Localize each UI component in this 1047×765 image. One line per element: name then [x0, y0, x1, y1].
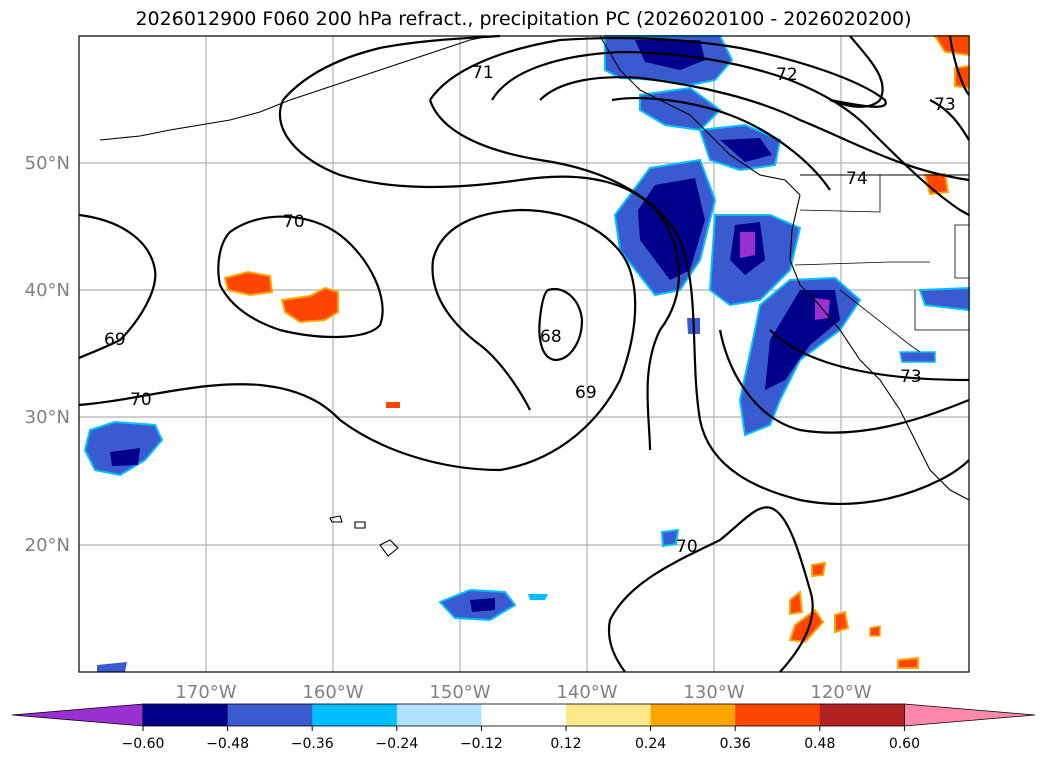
colorbar-tick-label: −0.60	[122, 736, 165, 752]
contour-label: 70	[283, 212, 305, 232]
lon-tick: 170°W	[175, 682, 236, 703]
colorbar-tick-label: 0.12	[550, 736, 581, 752]
precip-negative-areas	[83, 35, 970, 672]
lon-tick: 120°W	[810, 682, 871, 703]
refractivity-contours	[78, 34, 970, 673]
colorbar-segment	[143, 704, 229, 726]
contour-label: 72	[776, 65, 798, 85]
map-background	[79, 36, 969, 672]
colorbar-outline	[142, 703, 905, 727]
contour-label: 69	[575, 383, 597, 403]
colorbar-segment	[650, 704, 736, 726]
colorbar-tick-label: 0.36	[720, 736, 751, 752]
coastlines	[99, 35, 970, 557]
colorbar-segment	[481, 704, 567, 726]
contour-label: 73	[934, 95, 956, 115]
colorbar-tick-label: 0.60	[889, 736, 920, 752]
contour-label: 71	[472, 63, 494, 83]
longitude-ticks: 170°W 160°W 150°W 140°W 130°W 120°W	[175, 682, 871, 703]
gridlines	[79, 36, 969, 672]
colorbar-tick-label: 0.48	[804, 736, 835, 752]
latitude-ticks: 50°N 40°N 30°N 20°N	[25, 153, 70, 556]
contour-label: 73	[900, 367, 922, 387]
colorbar-segment	[396, 704, 482, 726]
colorbar-segment	[735, 704, 821, 726]
colorbar-segment	[227, 704, 313, 726]
colorbar-extend-low	[11, 703, 144, 727]
lat-tick: 40°N	[25, 280, 70, 301]
colorbar-tick-label: −0.48	[206, 736, 249, 752]
colorbar-extend-high	[904, 703, 1036, 727]
map-title: 2026012900 F060 200 hPa refract., precip…	[135, 8, 912, 30]
lat-tick: 20°N	[25, 535, 70, 556]
lat-tick: 50°N	[25, 153, 70, 174]
colorbar: −0.60 −0.48 −0.36 −0.24 −0.12 0.12 0.24 0.36 0.4…	[11, 703, 1036, 752]
colorbar-segment	[819, 704, 905, 726]
lon-tick: 150°W	[429, 682, 490, 703]
contour-label: 70	[130, 390, 152, 410]
lon-tick: 160°W	[302, 682, 363, 703]
contour-label: 70	[676, 537, 698, 557]
lat-tick: 30°N	[25, 407, 70, 428]
contour-label: 68	[540, 327, 562, 347]
contour-label: 74	[846, 169, 868, 189]
contour-label: 69	[104, 330, 126, 350]
contour-labels: 71 72 73 74 70 69 68 69 70 73 70	[104, 63, 956, 557]
lon-tick: 140°W	[556, 682, 617, 703]
colorbar-tick-label: −0.24	[375, 736, 418, 752]
colorbar-tick-label: −0.12	[460, 736, 503, 752]
colorbar-tick-label: −0.36	[291, 736, 334, 752]
precip-positive-areas	[223, 35, 970, 669]
colorbar-tick-label: 0.24	[635, 736, 666, 752]
colorbar-segment	[566, 704, 652, 726]
colorbar-segment	[312, 704, 398, 726]
lon-tick: 130°W	[683, 682, 744, 703]
map-frame	[78, 35, 970, 673]
